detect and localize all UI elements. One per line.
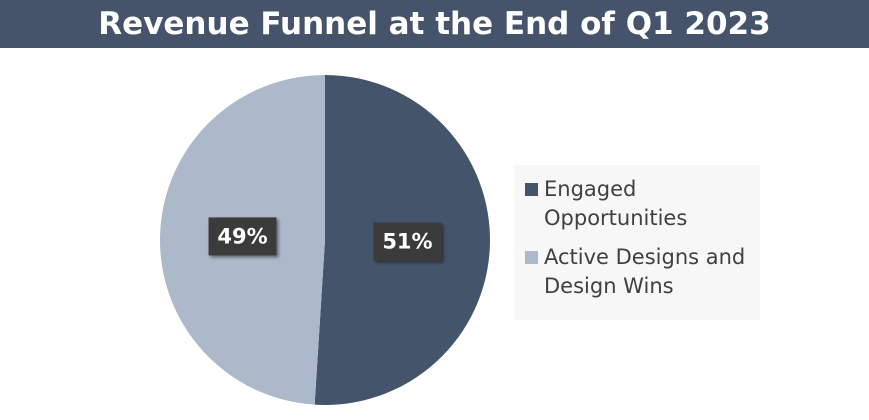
legend: Engaged Opportunities Active Designs and …	[515, 165, 760, 320]
legend-item: Engaged Opportunities	[525, 175, 752, 233]
legend-label: Active Designs and Design Wins	[544, 245, 746, 298]
data-label-box	[208, 217, 277, 256]
title-bar	[0, 0, 869, 48]
data-label: 49%	[217, 224, 267, 248]
data-label-box	[373, 222, 442, 261]
chart-title: Revenue Funnel at the End of Q1 2023	[98, 6, 771, 42]
data-label: 51%	[382, 230, 432, 254]
legend-swatch	[525, 251, 538, 264]
legend-swatch	[525, 183, 538, 196]
legend-label: Engaged Opportunities	[544, 177, 688, 230]
legend-item: Active Designs and Design Wins	[525, 243, 752, 301]
